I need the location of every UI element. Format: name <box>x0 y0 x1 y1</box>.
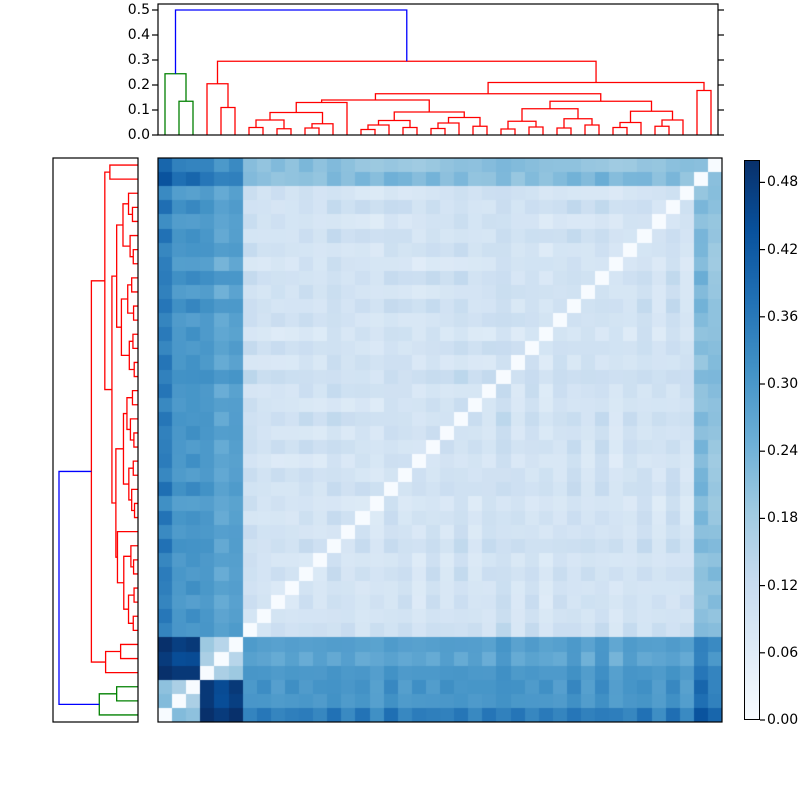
top-dendrogram-link-red <box>393 111 465 121</box>
top-dendrogram-link-red <box>584 124 600 135</box>
top-dendrogram-link-red <box>487 81 705 94</box>
top-dendrogram-link-blue <box>174 9 408 74</box>
top-dendrogram-link-red <box>500 128 516 135</box>
heatmap-frame <box>157 157 723 723</box>
top-dendrogram-y-tick-label: 0.2 <box>127 77 150 93</box>
colorbar-tick-label: 0.30 <box>767 376 799 392</box>
top-dendrogram-link-green <box>178 100 194 135</box>
colorbar-tick-label: 0.06 <box>767 644 799 661</box>
left-dendrogram-link-red <box>127 192 138 216</box>
top-dendrogram-link-red <box>612 126 628 135</box>
top-dendrogram-y-tick-label: 0.4 <box>127 27 150 43</box>
top-dendrogram-link-red <box>629 110 674 123</box>
distance-matrix-heatmap <box>158 158 722 722</box>
top-dendrogram-link-red <box>248 126 264 135</box>
top-dendrogram-link-red <box>472 125 488 135</box>
top-dendrogram-link-red <box>556 127 572 135</box>
top-dendrogram-y-tick-label: 0.1 <box>127 102 150 118</box>
left-dendrogram-link-red <box>130 545 138 568</box>
left-dendrogram-link-red <box>116 531 138 584</box>
colorbar-tick-label: 0.48 <box>767 174 799 191</box>
top-dendrogram-link-red <box>304 127 320 135</box>
top-dendrogram-link-red <box>619 121 642 135</box>
left-dendrogram-link-red <box>127 284 134 314</box>
colorbar-tick-label: 0.12 <box>767 577 799 594</box>
top-dendrogram-link-green <box>164 73 187 135</box>
top-dendrogram-link-red <box>269 111 324 124</box>
left-dendrogram-link-red <box>131 206 138 223</box>
top-dendrogram-link-red <box>528 126 544 135</box>
top-dendrogram-link-red <box>402 126 418 135</box>
left-dendrogram-link-red <box>109 164 138 180</box>
colorbar-tick-label: 0.18 <box>767 510 799 527</box>
left-dendrogram-link-green <box>98 693 138 716</box>
left-dendrogram-link-red <box>129 234 138 258</box>
left-dendrogram-link-red <box>90 280 106 663</box>
top-dendrogram-link-red <box>430 127 446 135</box>
top-dendrogram-link-red <box>220 106 236 135</box>
top-dendrogram-link-red <box>360 128 376 135</box>
top-dendrogram-y-tick-label: 0.5 <box>127 2 150 18</box>
left-dendrogram-link-red <box>132 460 138 476</box>
top-dendrogram-link-red <box>696 89 712 135</box>
top-dendrogram-link-red <box>216 60 597 84</box>
top-dendrogram-link-red <box>507 120 537 129</box>
left-dendrogram-link-red <box>132 333 138 350</box>
top-dendrogram-y-tick-label: 0.3 <box>127 52 150 68</box>
colorbar-tick-label: 0.42 <box>767 241 799 258</box>
top-dendrogram-link-red <box>563 118 593 128</box>
left-dendrogram-link-red <box>132 248 138 265</box>
left-dendrogram-link-blue <box>58 470 100 706</box>
left-dendrogram-link-red <box>104 171 112 391</box>
left-dendrogram-link-red <box>131 389 138 406</box>
left-dendrogram-link-green <box>116 686 138 702</box>
top-dendrogram-link-red <box>447 116 481 127</box>
top-dendrogram-frame <box>157 3 719 136</box>
colorbar-tick-label: 0.00 <box>767 712 799 728</box>
left-dendrogram-link-red <box>133 432 138 448</box>
left-dendrogram-link-red <box>119 643 138 660</box>
left-dendrogram-link-red <box>122 412 129 485</box>
left-dendrogram-frame <box>52 157 139 723</box>
top-dendrogram-link-red <box>654 125 670 135</box>
left-dendrogram-link-red <box>132 305 138 321</box>
left-dendrogram-link-red <box>132 615 138 631</box>
colorbar-tick-label: 0.24 <box>767 443 799 460</box>
left-dendrogram-link-red <box>104 650 138 674</box>
top-dendrogram-link-red <box>549 100 653 112</box>
left-dendrogram-link-red <box>126 397 133 431</box>
left-dendrogram-link-red <box>132 559 138 575</box>
colorbar-tick-label: 0.36 <box>767 308 799 325</box>
top-dendrogram-link-red <box>661 119 684 135</box>
top-dendrogram-link-red <box>295 101 348 135</box>
top-dendrogram-y-tick-label: 0.0 <box>127 127 150 143</box>
top-dendrogram-link-red <box>206 83 229 135</box>
top-dendrogram-link-red <box>377 119 411 128</box>
left-dendrogram-link-red <box>131 277 138 293</box>
colorbar-gradient <box>744 160 760 720</box>
left-dendrogram-link-red <box>123 555 131 610</box>
top-dendrogram-link-red <box>311 123 334 135</box>
top-dendrogram-link-red <box>320 99 430 112</box>
top-dendrogram-link-red <box>276 128 292 135</box>
